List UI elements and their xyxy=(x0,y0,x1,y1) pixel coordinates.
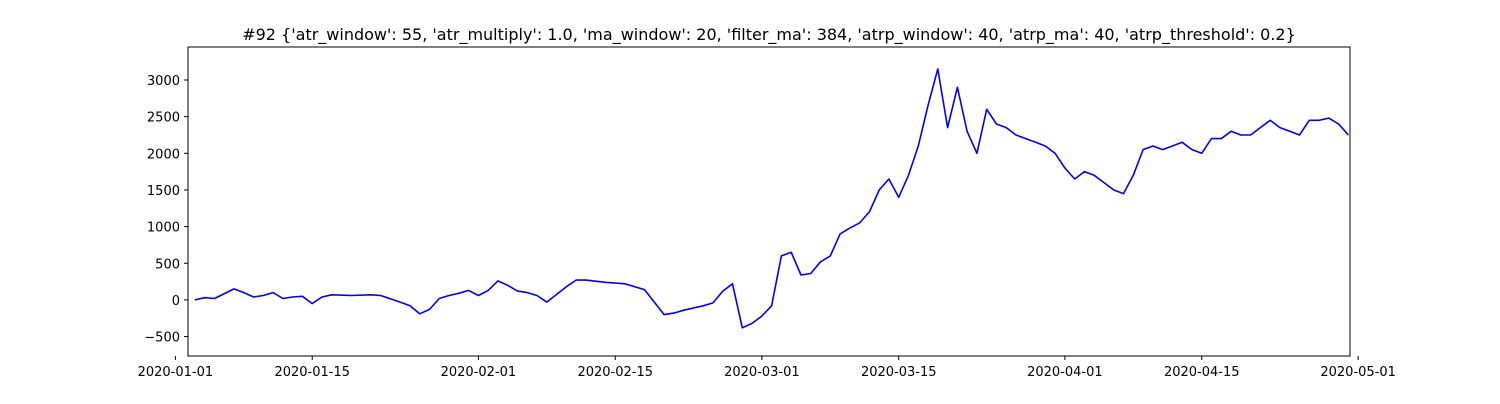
x-tick-label: 2020-03-15 xyxy=(861,365,937,380)
y-tick-label: 1500 xyxy=(147,184,180,199)
y-tick-label: 3000 xyxy=(147,74,180,89)
plot-frame xyxy=(187,46,1351,357)
y-tick-label: 2000 xyxy=(147,147,180,162)
x-tick-label: 2020-02-15 xyxy=(577,365,653,380)
x-tick-label: 2020-04-01 xyxy=(1027,365,1103,380)
x-tick-label: 2020-01-15 xyxy=(274,365,350,380)
x-tick-label: 2020-04-15 xyxy=(1164,365,1240,380)
x-tick-label: 2020-05-01 xyxy=(1320,365,1396,380)
series-line-0 xyxy=(194,68,1349,329)
y-tick-label: 2500 xyxy=(147,111,180,126)
x-tick-label: 2020-03-01 xyxy=(724,365,800,380)
y-tick-label: 1000 xyxy=(147,221,180,236)
x-tick-label: 2020-01-01 xyxy=(138,365,214,380)
y-tick-label: 500 xyxy=(155,257,180,272)
x-tick-label: 2020-02-01 xyxy=(441,365,517,380)
y-tick-label: 0 xyxy=(172,294,180,309)
chart-title: #92 {'atr_window': 55, 'atr_multiply': 1… xyxy=(242,25,1296,45)
y-tick-label: −500 xyxy=(144,331,180,346)
